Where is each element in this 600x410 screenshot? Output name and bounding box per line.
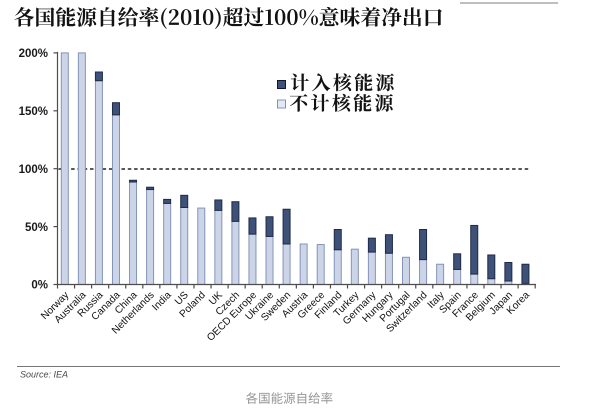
svg-text:Source: IEA: Source: IEA [20,369,68,379]
svg-text:200%: 200% [19,48,48,60]
svg-text:India: India [150,290,174,314]
svg-text:150%: 150% [19,106,48,118]
svg-text:0%: 0% [31,280,48,292]
svg-text:100%: 100% [19,164,48,176]
svg-text:50%: 50% [25,222,48,234]
